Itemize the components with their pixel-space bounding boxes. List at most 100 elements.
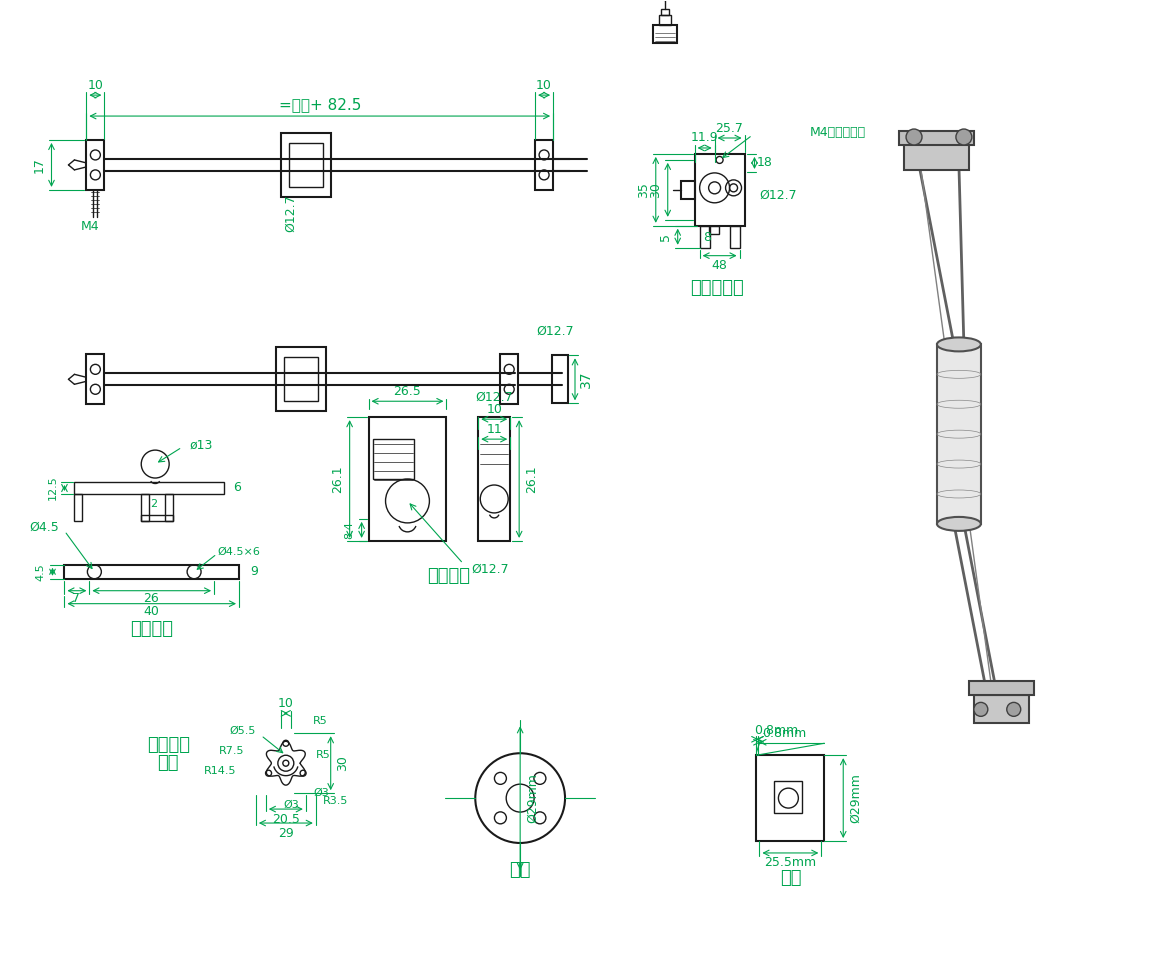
Bar [86, 140, 105, 190]
Text: 塑胶支架: 塑胶支架 [427, 567, 470, 584]
Bar [535, 140, 554, 190]
Bar [680, 181, 695, 199]
Bar [969, 682, 1034, 695]
Text: R5: R5 [313, 716, 328, 727]
Text: 25.7: 25.7 [716, 122, 744, 134]
Text: 25.5mm: 25.5mm [764, 856, 816, 870]
Text: Ø12.7: Ø12.7 [471, 562, 509, 576]
Bar [904, 142, 969, 169]
Bar [501, 355, 518, 404]
Text: 11.9: 11.9 [691, 131, 718, 144]
Text: M4: M4 [81, 220, 100, 233]
Text: 11: 11 [487, 423, 502, 435]
Bar [709, 226, 718, 234]
Bar [368, 417, 447, 541]
Text: Ø4.5: Ø4.5 [30, 520, 60, 534]
Bar [899, 131, 974, 145]
Bar [289, 143, 322, 187]
Bar [75, 494, 83, 521]
Bar [479, 417, 510, 541]
Text: M4内六角螺丝: M4内六角螺丝 [809, 126, 866, 138]
Text: 5: 5 [660, 233, 672, 241]
Text: 35: 35 [638, 182, 650, 198]
Bar [281, 133, 330, 197]
Text: 2: 2 [150, 499, 157, 509]
Text: 7: 7 [73, 592, 81, 605]
Text: R7.5: R7.5 [219, 746, 244, 756]
Circle shape [956, 129, 971, 145]
Text: 37: 37 [579, 370, 593, 388]
Bar [142, 515, 173, 521]
Bar [756, 755, 824, 841]
Text: 29: 29 [277, 827, 294, 840]
Text: 30: 30 [336, 755, 349, 771]
Ellipse shape [937, 337, 981, 352]
Text: 磁环安装: 磁环安装 [146, 736, 190, 754]
Bar [775, 781, 802, 813]
Bar [75, 482, 224, 494]
Bar [166, 494, 173, 521]
Text: 8.4: 8.4 [344, 521, 355, 539]
Text: 磁环: 磁环 [510, 861, 531, 879]
Text: 0.8mm: 0.8mm [762, 727, 807, 740]
Text: 17: 17 [33, 157, 46, 172]
Bar [974, 695, 1029, 724]
Bar [552, 356, 569, 403]
Text: Ø12.7: Ø12.7 [284, 194, 297, 232]
Bar [86, 355, 105, 404]
Text: 26: 26 [144, 592, 159, 605]
Text: Ø12.7: Ø12.7 [475, 391, 513, 404]
Text: 6: 6 [233, 481, 241, 495]
Text: Ø29mm: Ø29mm [848, 773, 862, 823]
Text: 20.5: 20.5 [272, 812, 299, 826]
Text: 26.1: 26.1 [331, 466, 344, 493]
Text: 0.8mm: 0.8mm [754, 724, 799, 736]
Text: Ø3: Ø3 [314, 788, 329, 798]
Text: Ø29mm: Ø29mm [526, 773, 539, 823]
Circle shape [906, 129, 922, 145]
Text: ø13: ø13 [189, 438, 213, 452]
Text: =型号+ 82.5: =型号+ 82.5 [279, 97, 361, 113]
Circle shape [974, 702, 988, 716]
Bar [661, 10, 669, 16]
Text: 铝合金支架: 铝合金支架 [689, 279, 744, 296]
Text: R5: R5 [317, 750, 331, 761]
Bar [730, 226, 740, 247]
Text: Ø4.5×6: Ø4.5×6 [218, 546, 260, 557]
Bar [373, 439, 414, 479]
Ellipse shape [937, 517, 981, 531]
Text: 4.5: 4.5 [36, 563, 46, 581]
Text: 五金支架: 五金支架 [130, 619, 173, 638]
Text: 8: 8 [703, 231, 711, 244]
Text: 12.5: 12.5 [47, 475, 58, 501]
Text: Ø12.7: Ø12.7 [760, 188, 798, 202]
Text: 10: 10 [277, 696, 294, 710]
Text: Ø5.5: Ø5.5 [229, 726, 256, 735]
Bar [653, 25, 677, 43]
Text: 导片: 导片 [158, 754, 178, 772]
Text: Ø12.7: Ø12.7 [536, 325, 574, 338]
Text: 26.5: 26.5 [394, 385, 421, 397]
Text: 磁环: 磁环 [779, 869, 801, 887]
Text: 30: 30 [649, 182, 662, 198]
Text: 48: 48 [711, 259, 727, 272]
Bar [658, 16, 671, 25]
Bar [700, 226, 710, 247]
Text: 9: 9 [250, 565, 258, 579]
Circle shape [1007, 702, 1021, 716]
Text: 10: 10 [536, 79, 552, 92]
Text: R14.5: R14.5 [204, 767, 236, 776]
Text: R3.5: R3.5 [323, 796, 349, 806]
Bar [937, 345, 981, 524]
Text: 10: 10 [486, 402, 502, 416]
Bar [276, 348, 326, 411]
Text: 26.1: 26.1 [525, 466, 538, 493]
Bar [284, 357, 318, 401]
Bar [64, 565, 239, 579]
Bar [142, 494, 150, 521]
Text: 18: 18 [756, 157, 772, 169]
Text: 40: 40 [143, 605, 159, 618]
Text: Ø3: Ø3 [283, 800, 299, 810]
Bar [695, 154, 745, 226]
Text: 10: 10 [87, 79, 104, 92]
